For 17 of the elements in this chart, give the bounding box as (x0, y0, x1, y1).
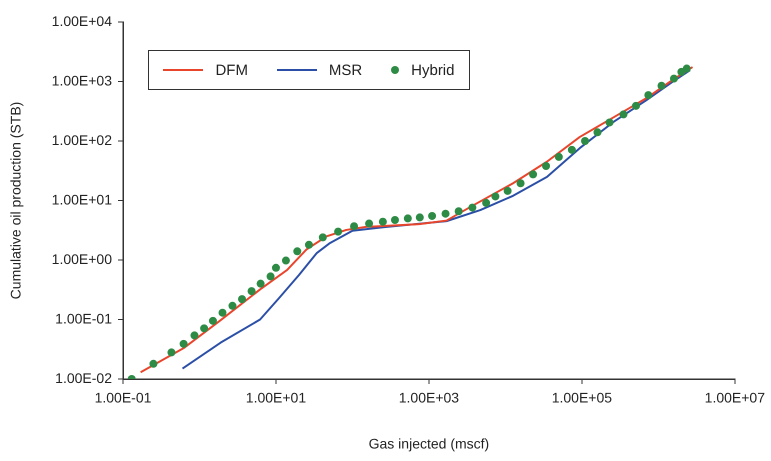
x-axis-title: Gas injected (mscf) (368, 435, 490, 452)
y-tick-label: 1.00E+00 (52, 250, 112, 267)
legend-label: MSR (328, 62, 362, 78)
y-tick-label: 1.00E-01 (55, 310, 112, 326)
x-tick-label: 1.00E+05 (552, 389, 612, 406)
y-tick-label: 1.00E+03 (52, 72, 112, 88)
x-tick-label: 1.00E+03 (398, 389, 460, 406)
y-tick-label: 1.00E+01 (52, 191, 112, 208)
y-tick-label: 1.00E-02 (55, 370, 112, 386)
y-axis-title: Cumulative oil production (STB) (7, 102, 24, 300)
legend-label: DFM (215, 62, 248, 78)
x-tick-label: 1.00E-01 (94, 389, 152, 406)
legend-label: Hybrid (411, 62, 454, 78)
y-tick-label: 1.00E+02 (52, 132, 112, 148)
x-tick-label: 1.00E+07 (704, 389, 766, 406)
y-tick-label: 1.00E+04 (52, 12, 112, 29)
x-tick-label: 1.00E+01 (246, 389, 306, 406)
